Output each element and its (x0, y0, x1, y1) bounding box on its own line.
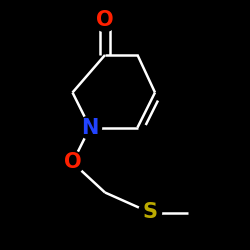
Circle shape (94, 8, 116, 32)
Text: S: S (142, 202, 158, 222)
Circle shape (61, 151, 84, 174)
Text: O: O (64, 152, 81, 172)
Circle shape (138, 201, 162, 224)
Circle shape (78, 116, 102, 139)
Text: O: O (96, 10, 114, 30)
Text: N: N (81, 118, 99, 138)
